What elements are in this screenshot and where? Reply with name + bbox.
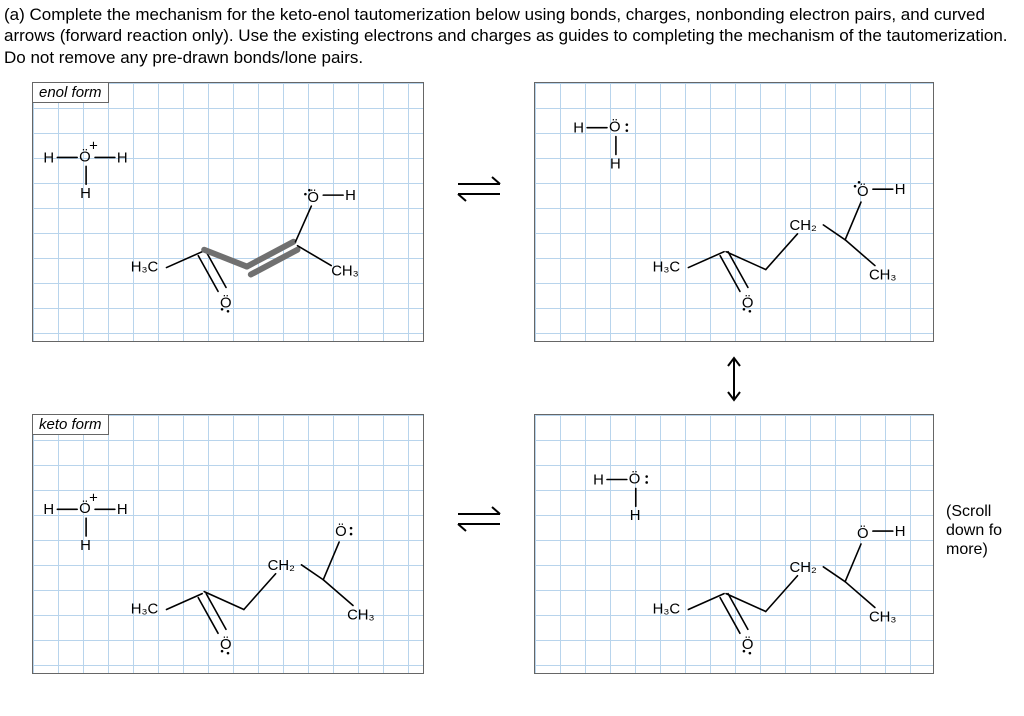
scroll-note-line3: more) xyxy=(946,540,1002,559)
svg-text:H: H xyxy=(345,188,356,204)
svg-text:H: H xyxy=(610,156,621,172)
svg-text:H: H xyxy=(593,472,604,488)
svg-text:CH₂: CH₂ xyxy=(790,560,817,576)
molecule-enol-right: H Ö H H₃C Ö CH₂ CH₃ Ö H xyxy=(535,83,933,341)
panel-enol-right: H Ö H H₃C Ö CH₂ CH₃ Ö H xyxy=(534,82,934,342)
molecule-keto-left: H Ö + H H H₃C Ö CH₂ CH₃ Ö xyxy=(33,415,423,673)
scroll-note: (Scroll down fo more) xyxy=(946,502,1002,560)
svg-text:H: H xyxy=(43,150,54,166)
equilibrium-arrow-1 xyxy=(454,172,504,208)
equilibrium-arrow-2 xyxy=(454,502,504,538)
svg-text:H: H xyxy=(895,182,906,198)
svg-text:H: H xyxy=(80,538,91,554)
svg-text:CH₃: CH₃ xyxy=(869,609,897,625)
svg-text:Ö: Ö xyxy=(609,117,621,135)
svg-text:H₃C: H₃C xyxy=(131,259,159,275)
svg-text:+: + xyxy=(89,138,98,154)
diagram-layout: enol form H Ö + H H H₃C Ö CH xyxy=(4,72,1020,712)
question-text: (a) Complete the mechanism for the keto-… xyxy=(4,4,1020,68)
svg-text:H₃C: H₃C xyxy=(653,259,681,275)
svg-text:H: H xyxy=(895,524,906,540)
svg-text:CH₂: CH₂ xyxy=(790,218,817,234)
molecule-enol-left: H Ö + H H H₃C Ö CH₃ Ö xyxy=(33,83,423,341)
svg-text:H₃C: H₃C xyxy=(653,601,681,617)
svg-text:H: H xyxy=(117,150,128,166)
svg-text:H₃C: H₃C xyxy=(131,601,159,617)
svg-text:H: H xyxy=(573,120,584,136)
svg-text:CH₃: CH₃ xyxy=(347,607,375,623)
svg-text:+: + xyxy=(89,490,98,506)
molecule-keto-right: H Ö H H₃C Ö CH₂ CH₃ Ö H xyxy=(535,415,933,673)
svg-text:H: H xyxy=(630,508,641,524)
scroll-note-line2: down fo xyxy=(946,521,1002,540)
svg-text:Ö: Ö xyxy=(857,524,869,542)
panel-keto-left: keto form H Ö + H H H₃C Ö CH₂ CH₃ xyxy=(32,414,424,674)
svg-text:CH₃: CH₃ xyxy=(331,263,359,279)
svg-text:CH₂: CH₂ xyxy=(268,558,295,574)
svg-text:H: H xyxy=(117,502,128,518)
svg-text:Ö: Ö xyxy=(629,469,641,487)
scroll-note-line1: (Scroll xyxy=(946,502,1002,521)
panel-enol-left: enol form H Ö + H H H₃C Ö CH xyxy=(32,82,424,342)
panel-keto-right: H Ö H H₃C Ö CH₂ CH₃ Ö H xyxy=(534,414,934,674)
svg-text:H: H xyxy=(43,502,54,518)
svg-text:Ö: Ö xyxy=(335,522,347,540)
svg-text:CH₃: CH₃ xyxy=(869,267,897,283)
svg-text:Ö: Ö xyxy=(857,182,869,200)
resonance-arrow xyxy=(724,354,744,404)
svg-text:H: H xyxy=(80,186,91,202)
